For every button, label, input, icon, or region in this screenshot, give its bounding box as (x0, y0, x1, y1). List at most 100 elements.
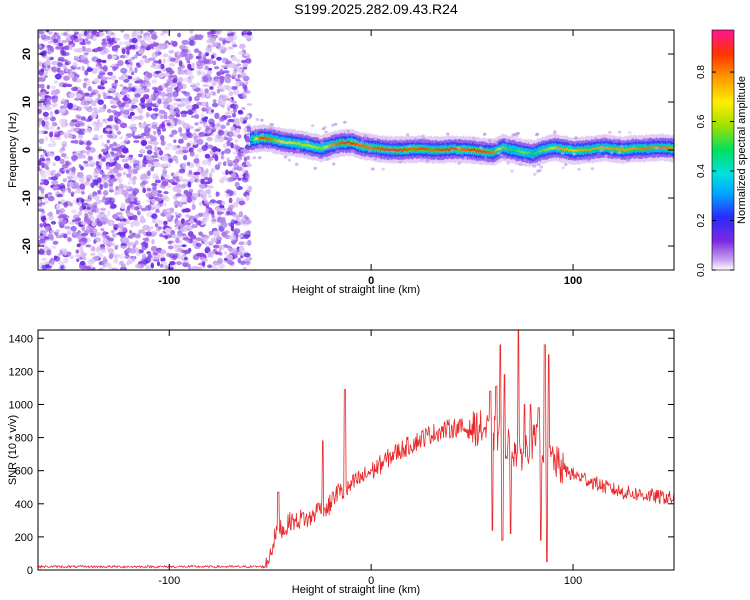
heatmap-noise-cell (196, 70, 202, 74)
heatmap-noise-cell (86, 127, 93, 134)
heatmap-ridge-cell (395, 149, 397, 152)
heatmap-ridge-cell (378, 146, 380, 150)
heatmap-ridge-cell (315, 146, 317, 149)
heatmap-ridge-cell (641, 147, 643, 150)
heatmap-ridge-cell (257, 137, 259, 141)
heatmap-noise-cell (194, 214, 199, 220)
heatmap-noise-cell (112, 97, 120, 101)
heatmap-noise-cell (62, 143, 67, 148)
heatmap-noise-cell (59, 158, 65, 165)
heatmap-ridge-cell (507, 145, 509, 151)
heatmap-noise-cell (176, 188, 182, 195)
heatmap-noise-cell (85, 97, 93, 102)
heatmap-noise-cell (95, 218, 100, 224)
heatmap-noise-cell (102, 91, 106, 96)
heatmap-ridge-cell (509, 147, 511, 150)
heatmap-noise-cell (163, 119, 171, 123)
heatmap-noise-cell (89, 160, 96, 167)
heatmap-noise-cell (208, 185, 214, 189)
heatmap-ridge-cell (589, 148, 591, 151)
heatmap-noise-cell (128, 203, 134, 208)
heatmap-ridge-cell (533, 151, 535, 155)
heatmap-ridge-cell (550, 147, 553, 150)
heatmap-noise-cell (150, 262, 155, 269)
heatmap-noise-cell (47, 143, 53, 148)
heatmap-noise-cell (150, 136, 158, 142)
heatmap-noise-cell (225, 64, 232, 68)
heatmap-ridge-cell (639, 145, 641, 151)
heatmap-noise-cell (127, 115, 132, 120)
heatmap-noise-cell (67, 102, 74, 110)
heatmap-ridge-cell (404, 148, 406, 153)
heatmap-ridge-cell (334, 142, 337, 145)
heatmap-ridge-cell (618, 148, 620, 151)
heatmap-noise-cell (85, 47, 92, 53)
heatmap-ridge-cell (530, 151, 532, 154)
heatmap-noise-cell (210, 202, 218, 206)
heatmap-noise-cell (194, 96, 200, 102)
heatmap-noise-cell (45, 30, 50, 33)
heatmap-noise-cell (93, 195, 99, 200)
heatmap-noise-cell (76, 33, 83, 38)
heatmap-ridge-cell (381, 147, 383, 150)
heatmap-noise-cell (157, 99, 162, 105)
heatmap-noise-cell (43, 179, 50, 186)
heatmap-ridge-cell (340, 142, 343, 145)
heatmap-noise-cell (176, 247, 183, 253)
heatmap-ridge-cell (371, 147, 373, 150)
heatmap-noise-cell (183, 69, 188, 73)
heatmap-noise-cell (70, 140, 76, 144)
heatmap-ridge-cell (324, 145, 326, 148)
heatmap-noise-cell (125, 136, 129, 142)
heatmap-noise-cell (51, 180, 59, 185)
heatmap-noise-cell (184, 40, 190, 45)
heatmap-noise-cell (232, 151, 239, 155)
heatmap-ridge-cell (437, 148, 440, 151)
heatmap-noise-cell (99, 183, 104, 190)
heatmap-noise-cell (43, 221, 47, 228)
heatmap-noise-cell (181, 178, 189, 183)
heatmap-noise-cell (92, 48, 99, 53)
heatmap-noise-cell (237, 93, 243, 98)
heatmap-noise-cell (206, 70, 213, 75)
heatmap-noise-cell (127, 168, 133, 174)
heatmap-noise-cell (230, 247, 237, 253)
heatmap-noise-cell (84, 30, 88, 36)
heatmap-noise-cell (243, 156, 248, 162)
heatmap-noise-cell (106, 108, 112, 114)
heatmap-noise-cell (205, 246, 211, 253)
heatmap-noise-cell (52, 162, 56, 167)
heatmap-ridge-cell (637, 147, 639, 151)
heatmap-noise-cell (118, 76, 125, 81)
heatmap-noise-cell (122, 108, 128, 115)
heatmap-noise-cell (57, 215, 65, 219)
heatmap-noise-cell (204, 88, 209, 94)
heatmap-ridge-cell (254, 138, 256, 141)
heatmap-noise-cell (71, 219, 76, 223)
heatmap-noise-cell (192, 141, 198, 145)
heatmap-noise-cell (101, 59, 107, 64)
heatmap-ridge-cell (644, 146, 646, 150)
heatmap-ridge-cell (563, 147, 565, 150)
heatmap-noise-cell (175, 158, 179, 164)
heatmap-noise-cell (86, 107, 94, 113)
heatmap-noise-cell (149, 43, 154, 49)
heatmap-ridge-cell (381, 147, 383, 153)
heatmap-noise-cell (42, 231, 48, 237)
heatmap-noise-cell (231, 73, 238, 77)
heatmap-noise-cell (150, 167, 155, 172)
heatmap-noise-cell (140, 97, 146, 104)
heatmap-noise-cell (109, 168, 114, 173)
heatmap-noise-cell (227, 35, 234, 43)
heatmap-noise-cell (180, 70, 185, 75)
heatmap-ridge-cell (335, 143, 338, 146)
heatmap-noise-cell (105, 163, 110, 170)
heatmap-noise-cell (108, 158, 115, 163)
heatmap-ridge-cell (610, 147, 612, 150)
heatmap-ridge-cell (326, 145, 328, 148)
heatmap-ridge-cell (354, 143, 356, 146)
heatmap-ridge-cell (299, 142, 301, 145)
heatmap-noise-cell (54, 73, 62, 80)
heatmap-noise-cell (147, 170, 151, 176)
heatmap-ridge-cell (283, 138, 285, 144)
